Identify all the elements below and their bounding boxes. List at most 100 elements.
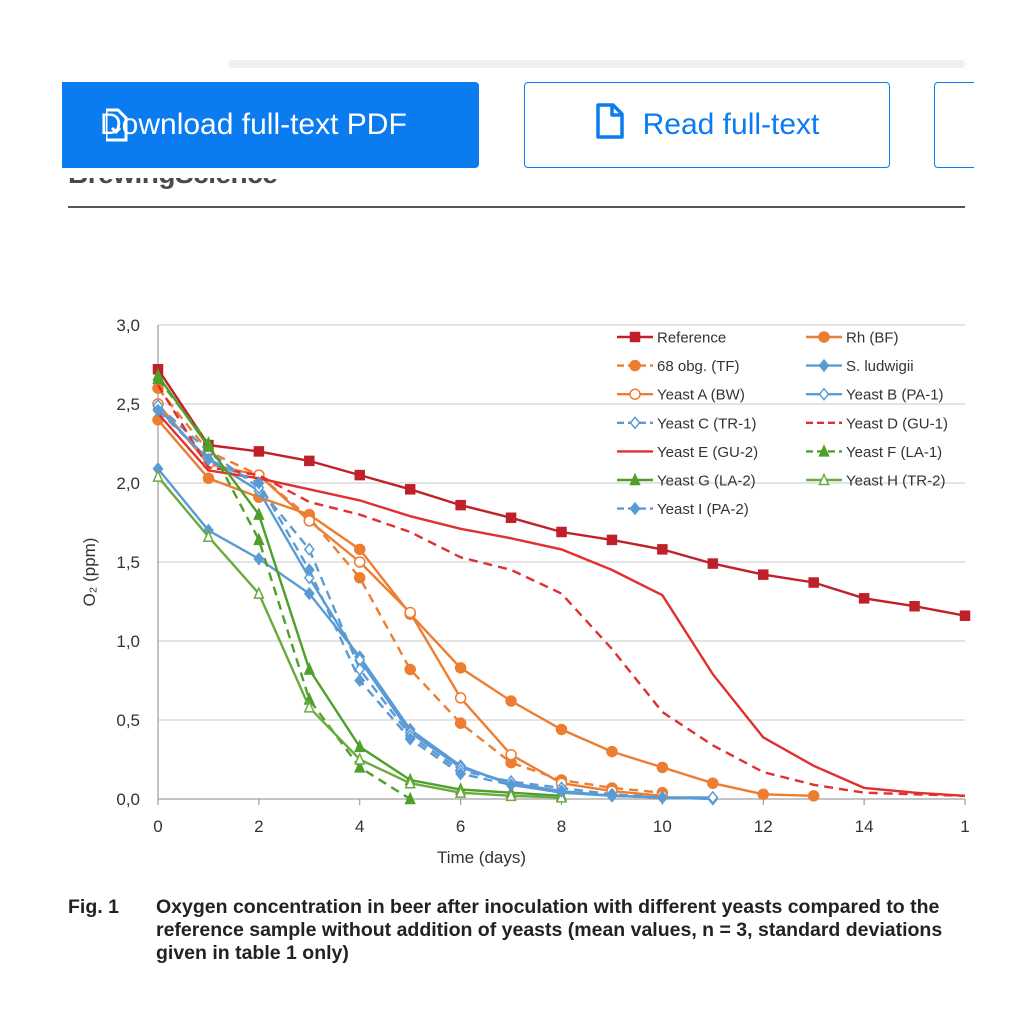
data-point-yeast-i-pa-2 (404, 732, 416, 746)
data-point-rh-bf (656, 761, 669, 774)
caption-label: Fig. 1 (68, 896, 119, 918)
legend-label-yeast-b-pa-1: Yeast B (PA-1) (846, 387, 944, 404)
data-point-s-ludwigii (303, 586, 315, 601)
data-point-yeast-a-bw (303, 515, 316, 527)
y-tick-label: 0,0 (116, 790, 140, 809)
data-point-yeast-a-bw (404, 606, 416, 619)
legend-label-yeast-f-la-1: Yeast F (LA-1) (846, 444, 942, 461)
legend-label-rh-bf: Rh (BF) (846, 330, 899, 347)
y-tick-label: 3,0 (116, 316, 140, 335)
data-point-s-ludwigii (253, 552, 265, 566)
data-point-yeast-a-bw (505, 749, 517, 761)
legend-marker-s-ludwigii (818, 358, 830, 373)
data-point-yeast-g-la-2 (354, 739, 366, 753)
y-axis-title: O₂ (ppm) (80, 538, 99, 607)
data-point-yeast-i-pa-2 (253, 476, 265, 490)
data-point-68-obg-tf (354, 572, 366, 584)
data-point-yeast-f-la-1 (404, 791, 416, 805)
legend-label-yeast-i-pa-2: Yeast I (PA-2) (657, 501, 749, 518)
x-tick-label: 1 (960, 817, 969, 836)
data-point-yeast-i-pa-2 (606, 789, 618, 803)
data-point-rh-bf (555, 723, 568, 736)
x-axis-title: Time (days) (437, 848, 526, 867)
data-point-yeast-h-tr-2 (303, 700, 315, 713)
legend-label-yeast-h-tr-2: Yeast H (TR-2) (846, 473, 945, 490)
data-point-68-obg-tf (404, 663, 416, 676)
data-point-rh-bf (354, 543, 366, 556)
data-point-reference (909, 600, 920, 612)
data-point-rh-bf (202, 472, 215, 485)
y-tick-label: 2,0 (116, 474, 140, 493)
data-point-yeast-c-tr-1 (303, 542, 315, 557)
series-line-yeast-f-la-1 (157, 377, 411, 801)
data-point-yeast-h-tr-2 (253, 586, 265, 599)
data-point-yeast-i-pa-2 (303, 563, 315, 577)
y-tick-label: 0,5 (116, 711, 140, 730)
data-point-yeast-g-la-2 (253, 507, 265, 520)
x-tick-label: 6 (456, 817, 465, 836)
pdf-file-icon (104, 108, 128, 150)
top-bar-shadow (228, 60, 965, 68)
data-point-reference (304, 455, 315, 467)
y-tick-label: 2,5 (116, 395, 140, 414)
legend-label-68-obg-tf: 68 obg. (TF) (657, 358, 740, 375)
series-line-yeast-b-pa-1 (157, 407, 713, 799)
legend-marker-yeast-h-tr-2 (818, 472, 830, 486)
more-options-button[interactable] (934, 82, 974, 168)
legend-label-yeast-g-la-2: Yeast G (LA-2) (657, 473, 756, 490)
data-point-yeast-h-tr-2 (202, 529, 215, 542)
data-point-reference (808, 577, 819, 588)
legend-label-yeast-a-bw: Yeast A (BW) (657, 387, 745, 404)
download-pdf-label: Download full-text PDF (100, 108, 407, 141)
legend-marker-yeast-g-la-2 (629, 472, 641, 486)
data-point-yeast-a-bw (454, 692, 467, 704)
x-tick-label: 4 (355, 817, 364, 836)
data-point-yeast-i-pa-2 (505, 778, 517, 792)
series-line-yeast-e-gu-2 (157, 412, 966, 797)
data-point-reference (253, 446, 265, 457)
legend-label-reference: Reference (657, 330, 726, 347)
legend-marker-yeast-b-pa-1 (818, 387, 830, 401)
x-tick-label: 14 (855, 817, 874, 836)
series-line-rh-bf (157, 419, 814, 797)
legend-marker-reference (629, 331, 641, 343)
data-point-yeast-b-pa-1 (707, 790, 719, 805)
data-point-yeast-g-la-2 (152, 368, 164, 381)
data-point-rh-bf (757, 788, 769, 801)
data-point-yeast-h-tr-2 (354, 752, 366, 765)
data-point-yeast-f-la-1 (253, 532, 265, 546)
data-point-yeast-i-pa-2 (152, 403, 164, 418)
header-divider (68, 206, 965, 208)
series-line-68-obg-tf (157, 387, 663, 794)
legend-label-yeast-e-gu-2: Yeast E (GU-2) (657, 444, 758, 461)
data-point-reference (858, 593, 870, 604)
data-point-yeast-g-la-2 (303, 662, 315, 675)
data-point-yeast-g-la-2 (202, 439, 215, 452)
data-point-yeast-h-tr-2 (152, 469, 164, 482)
data-point-yeast-i-pa-2 (354, 673, 366, 688)
legend-marker-yeast-c-tr-1 (629, 416, 641, 430)
data-point-yeast-a-bw (354, 556, 366, 568)
x-tick-label: 2 (254, 817, 263, 836)
data-point-reference (606, 534, 618, 546)
read-full-text-button[interactable]: Read full-text (524, 82, 890, 168)
data-point-reference (505, 512, 517, 524)
x-tick-label: 12 (754, 817, 773, 836)
data-point-reference (758, 569, 769, 580)
series-line-yeast-g-la-2 (157, 374, 562, 797)
data-point-reference (354, 469, 365, 481)
caption-text: Oxygen concentration in beer after inocu… (156, 896, 943, 964)
data-point-yeast-f-la-1 (354, 760, 366, 773)
document-icon (595, 102, 643, 148)
legend-label-yeast-d-gu-1: Yeast D (GU-1) (846, 415, 948, 432)
x-tick-label: 8 (557, 817, 566, 836)
data-point-reference (959, 610, 971, 621)
data-point-reference (707, 558, 719, 569)
data-point-rh-bf (707, 777, 719, 789)
data-point-rh-bf (606, 745, 618, 758)
legend-marker-rh-bf (818, 331, 830, 343)
legend-marker-yeast-i-pa-2 (629, 501, 641, 516)
legend-label-yeast-c-tr-1: Yeast C (TR-1) (657, 415, 756, 432)
data-point-rh-bf (505, 695, 517, 707)
download-pdf-button[interactable]: Download full-text PDF (62, 82, 479, 168)
